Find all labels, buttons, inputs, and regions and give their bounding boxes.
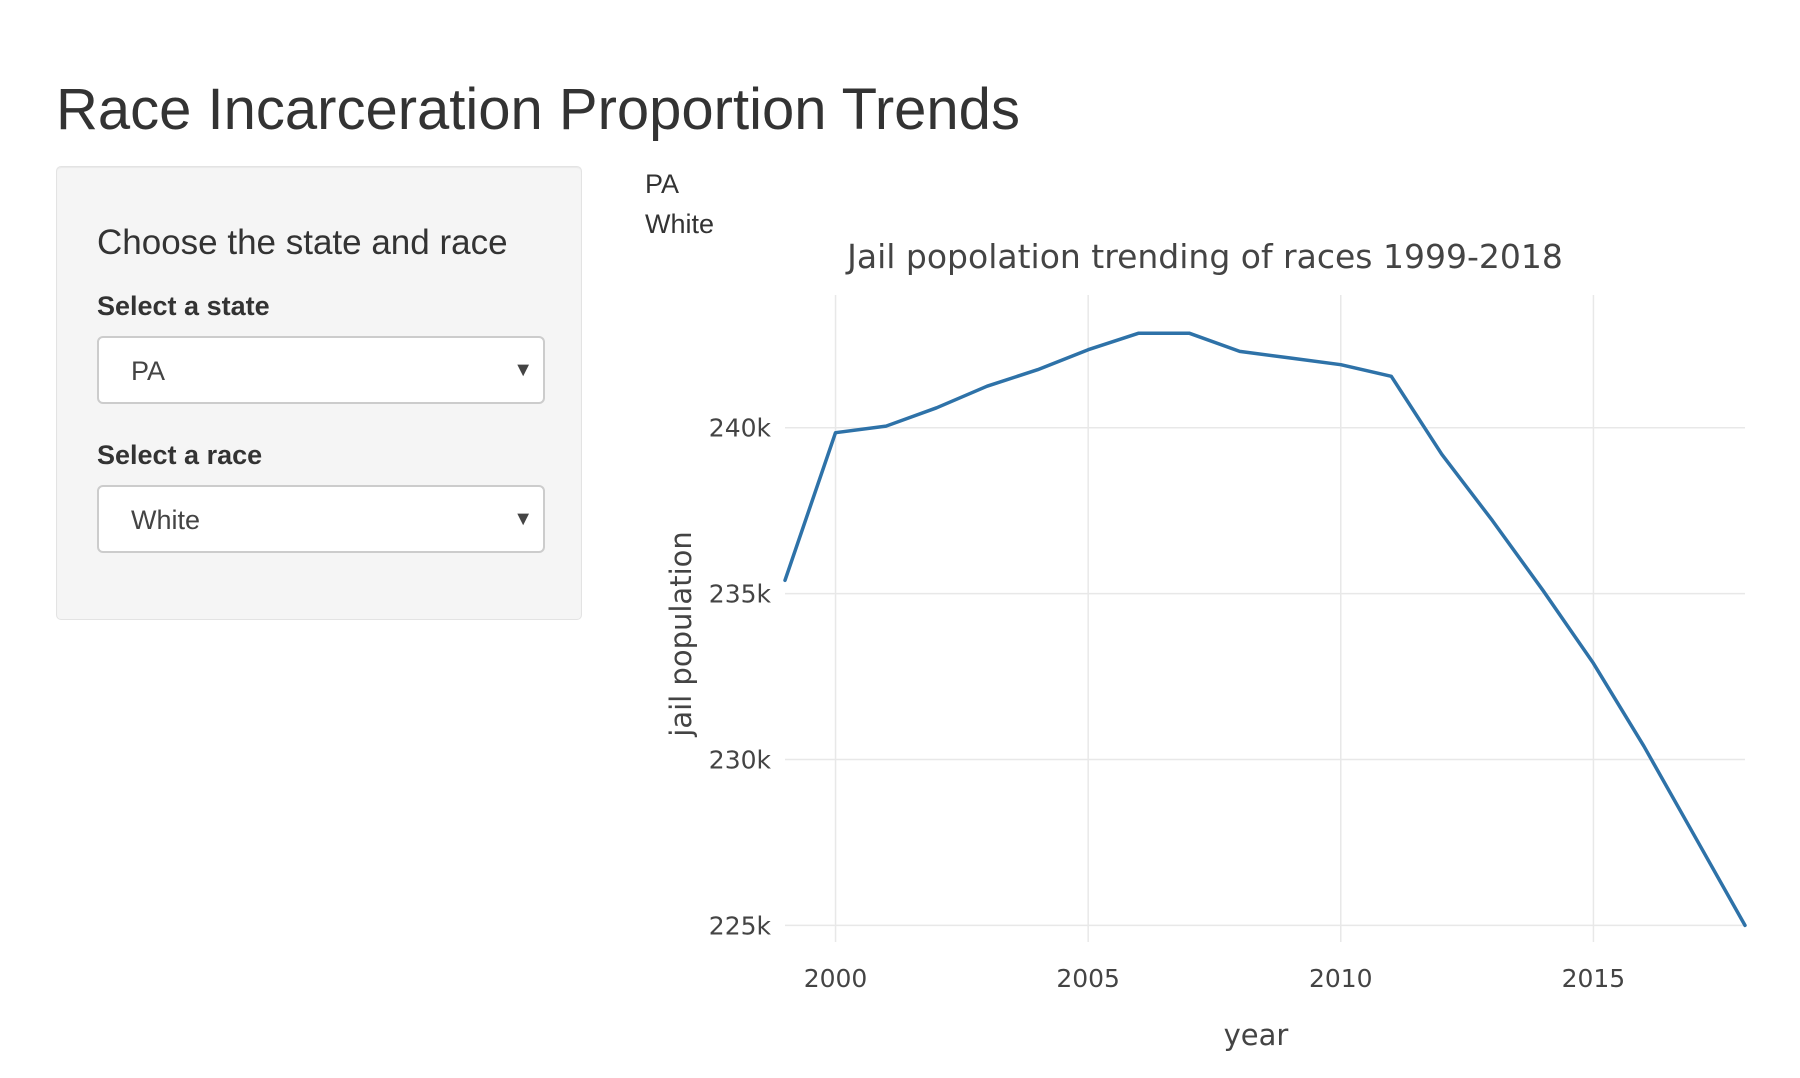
y-tick-label: 240k — [709, 414, 772, 443]
race-select-value: White — [131, 505, 201, 535]
y-axis-label: jail population — [664, 531, 698, 737]
state-select-label: Select a state — [97, 291, 270, 321]
chevron-down-icon: ▼ — [513, 508, 533, 530]
state-select-value: PA — [131, 356, 166, 386]
chevron-down-icon: ▼ — [513, 359, 533, 381]
y-tick-label: 235k — [709, 580, 772, 609]
panel-heading: Choose the state and race — [97, 223, 508, 262]
y-axis-ticks: 225k 230k 235k 240k — [709, 414, 772, 941]
race-select-label: Select a race — [97, 440, 263, 470]
y-tick-label: 230k — [709, 746, 772, 775]
x-tick-label: 2005 — [1056, 964, 1120, 993]
y-tick-label: 225k — [709, 911, 772, 940]
chart-title: Jail popolation trending of races 1999-2… — [845, 237, 1563, 276]
state-select[interactable]: PA ▼ — [97, 336, 545, 404]
series-line-jail-population[interactable] — [783, 331, 1747, 928]
race-select[interactable]: White ▼ — [97, 485, 545, 553]
sidebar-panel: Choose the state and race Select a state… — [56, 166, 582, 620]
jail-population-chart[interactable]: Jail popolation trending of races 1999-2… — [645, 230, 1755, 1070]
x-axis-ticks: 2000 2005 2010 2015 — [804, 964, 1626, 993]
selected-race-output: White — [645, 209, 715, 239]
x-tick-label: 2015 — [1562, 964, 1626, 993]
page-title: Race Incarceration Proportion Trends — [56, 77, 1020, 142]
chart-grid — [785, 295, 1745, 942]
x-axis-label: year — [1224, 1018, 1289, 1052]
x-tick-label: 2010 — [1309, 964, 1373, 993]
selected-state-output: PA — [645, 169, 680, 199]
x-tick-label: 2000 — [804, 964, 868, 993]
